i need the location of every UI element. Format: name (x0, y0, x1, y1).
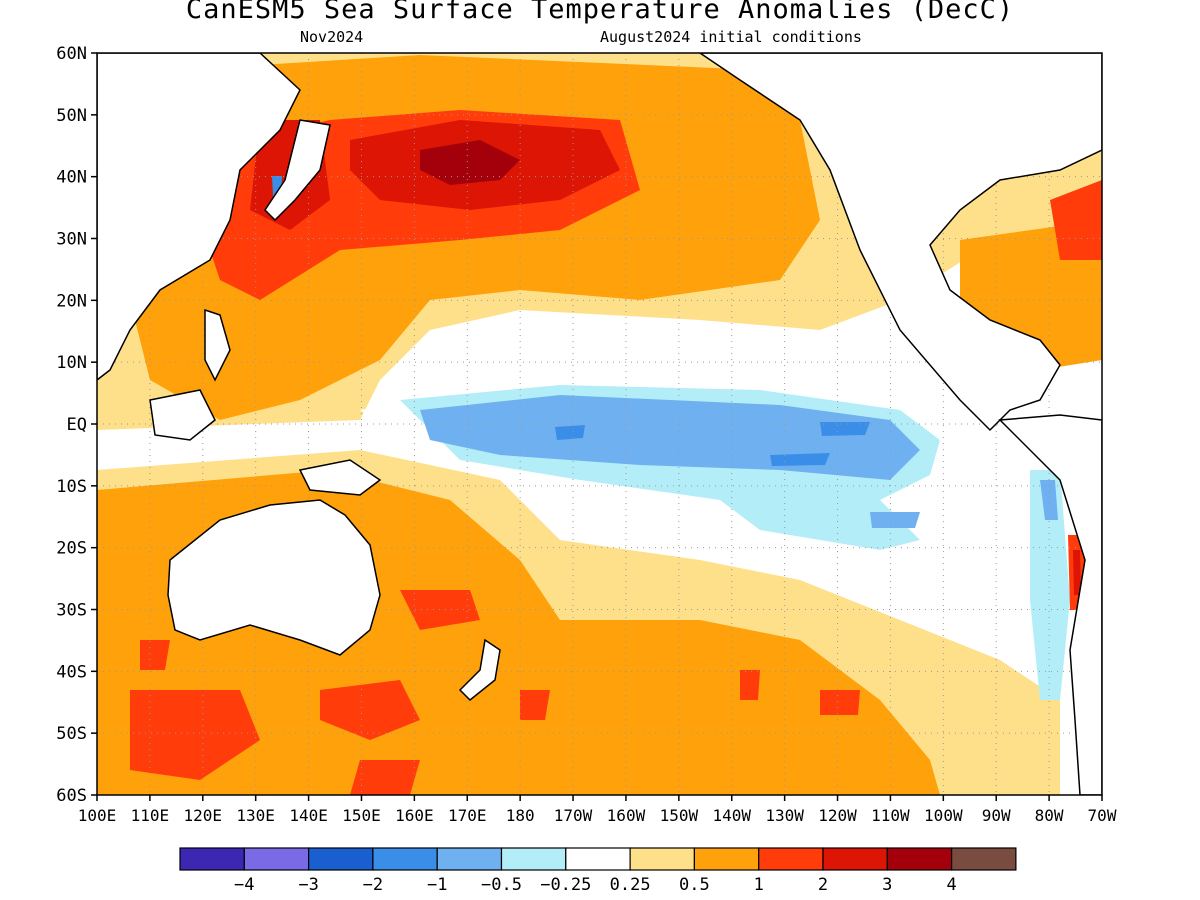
lat-tick-label: 60S (56, 786, 87, 806)
lon-tick-label: 160E (395, 806, 434, 825)
lon-tick-label: 110W (871, 806, 910, 825)
colorbar-label: −2 (363, 875, 383, 895)
lon-tick-label: 140E (289, 806, 328, 825)
colorbar-swatch (243, 847, 310, 871)
colorbar-label: −3 (298, 875, 318, 895)
colorbar-label: −0.25 (540, 875, 591, 895)
colorbar-label: 2 (818, 875, 828, 895)
new-guinea-landmass (298, 459, 382, 496)
map-title: CanESM5 Sea Surface Temperature Anomalie… (185, 0, 1015, 25)
colorbar-label: 3 (882, 875, 892, 895)
colorbar-label: 4 (946, 875, 956, 895)
colorbar-swatch (565, 847, 631, 871)
asia-landmass (97, 53, 301, 381)
colorbar-swatch (308, 847, 374, 871)
lon-tick-label: 150E (342, 806, 381, 825)
colorbar-swatch (629, 847, 695, 871)
lon-tick-label: 120E (184, 806, 223, 825)
coastlines (97, 53, 1102, 795)
australia-landmass (167, 499, 381, 656)
colorbar-swatch (950, 847, 1017, 871)
colorbar-label: 0.5 (679, 875, 710, 895)
north-america-landmass (698, 53, 1102, 432)
graticule (97, 53, 1102, 795)
lon-tick-label: 130W (765, 806, 804, 825)
lon-tick-label: 170W (554, 806, 593, 825)
lat-tick-label: 10N (56, 353, 87, 373)
south-america-landmass (998, 414, 1102, 795)
lat-tick-label: EQ (67, 415, 87, 435)
colorbar-swatch (500, 847, 567, 871)
japan-landmass (264, 119, 331, 222)
colorbar-swatch (179, 847, 245, 871)
lat-tick-label: 60N (56, 44, 87, 64)
lat-tick-label: 50N (56, 106, 87, 126)
lon-tick-label: 130E (236, 806, 275, 825)
lon-tick-label: 90W (982, 806, 1011, 825)
colorbar-legend: −4 −3 −2 −1 −0.5 −0.25 0.25 0.5 1 2 3 4 (179, 847, 1017, 895)
lat-tick-label: 20N (56, 291, 87, 311)
philippines-landmass (204, 308, 231, 382)
forecast-month: Nov2024 (300, 28, 364, 46)
colorbar-swatch (758, 847, 824, 871)
borneo-landmass (149, 389, 216, 441)
lon-tick-label: 160W (607, 806, 646, 825)
lon-tick-label: 170E (448, 806, 487, 825)
lat-tick-label: 10S (56, 477, 87, 497)
lon-tick-label: 100W (924, 806, 963, 825)
colorbar-swatch (436, 847, 503, 871)
lat-tick-label: 30N (56, 230, 87, 250)
lat-tick-label: 40N (56, 168, 87, 188)
lat-tick-label: 20S (56, 539, 87, 559)
lon-tick-label: 110E (131, 806, 170, 825)
lon-tick-label: 150W (660, 806, 699, 825)
colorbar-label: 0.25 (610, 875, 651, 895)
colorbar-label: −0.5 (481, 875, 522, 895)
lat-tick-label: 30S (56, 601, 87, 621)
colorbar-label: 1 (754, 875, 764, 895)
lon-tick-label: 70W (1088, 806, 1117, 825)
longitude-axis: 100E 110E 120E 130E 140E 150E 160E 170E 180 170W 1… (78, 795, 1117, 825)
initial-conditions-label: August2024 initial conditions (600, 28, 862, 46)
lon-tick-label: 100E (78, 806, 117, 825)
colorbar-swatch (886, 847, 953, 871)
lat-tick-label: 50S (56, 724, 87, 744)
colorbar-swatch (822, 847, 888, 871)
colorbar-label: −4 (234, 875, 254, 895)
lon-tick-label: 120W (818, 806, 857, 825)
colorbar-label: −1 (427, 875, 447, 895)
new-zealand-landmass (458, 638, 501, 702)
lon-tick-label: 80W (1035, 806, 1064, 825)
colorbar-swatch (372, 847, 438, 871)
lon-tick-label: 140W (712, 806, 751, 825)
lat-tick-label: 40S (56, 662, 87, 682)
colorbar-swatch (693, 847, 760, 871)
lon-tick-label: 180 (506, 806, 535, 825)
latitude-axis: 60N 50N 40N 30N 20N 10N EQ 10S 20S 30S 40S 50S 60S (56, 44, 97, 806)
